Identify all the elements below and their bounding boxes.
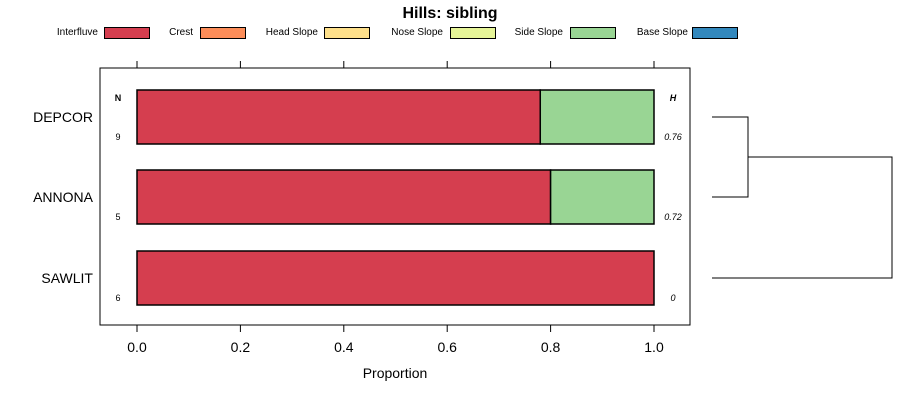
h-value: 0.72	[664, 212, 682, 222]
bar-segment-interfluve	[136, 169, 552, 225]
h-header: H	[670, 93, 677, 103]
legend-item: Head Slope	[0, 26, 900, 42]
legend-swatch	[570, 27, 616, 39]
dendrogram-branch	[712, 116, 749, 198]
legend-swatch	[104, 27, 150, 39]
x-tick-label: 0.8	[541, 339, 561, 355]
x-tick-label: 1.0	[644, 339, 664, 355]
legend-label: Interfluve	[56, 27, 98, 38]
legend-label: Crest	[169, 27, 193, 38]
x-tick-label: 0.0	[127, 339, 147, 355]
row-label: ANNONA	[33, 189, 94, 205]
x-axis: 0.0 0.2 0.4 0.6 0.8 1.0	[127, 325, 664, 355]
legend-item: Nose Slope	[0, 26, 900, 42]
legend-item: Interfluve	[0, 26, 900, 42]
x-axis-label: Proportion	[363, 365, 428, 381]
x-tick-label: 0.2	[231, 339, 251, 355]
legend-label: Nose Slope	[391, 27, 443, 38]
row-label: SAWLIT	[41, 270, 93, 286]
row-label: DEPCOR	[33, 109, 93, 125]
n-value: 5	[115, 212, 120, 222]
legend-label: Head Slope	[265, 27, 318, 38]
dendrogram-branch	[712, 156, 893, 279]
n-value: 9	[115, 132, 120, 142]
legend-swatch	[692, 27, 738, 39]
legend-swatch	[200, 27, 246, 39]
bars	[136, 89, 655, 306]
bar-segment-side-slope	[539, 89, 655, 145]
n-labels: 9 5 6	[115, 132, 120, 303]
legend-label: Side Slope	[514, 27, 563, 38]
legend-swatch	[324, 27, 370, 39]
row-labels: DEPCOR ANNONA SAWLIT	[33, 109, 94, 286]
legend-label: Base Slope	[636, 27, 688, 38]
legend-swatch	[450, 27, 496, 39]
bar-segment-interfluve	[136, 89, 542, 145]
legend-item: Base Slope	[0, 26, 900, 42]
n-value: 6	[115, 293, 120, 303]
h-value: 0	[670, 293, 675, 303]
top-axis-ticks	[136, 61, 655, 68]
legend-item: Crest	[0, 26, 900, 42]
h-value: 0.76	[664, 132, 682, 142]
bar-segment-interfluve	[136, 250, 655, 306]
plot-frame	[99, 67, 691, 326]
x-tick-label: 0.6	[437, 339, 457, 355]
n-header: N	[115, 93, 122, 103]
x-tick-label: 0.4	[334, 339, 354, 355]
dendrogram	[712, 116, 893, 279]
chart-title: Hills: sibling	[402, 5, 498, 22]
bar-segment-side-slope	[549, 169, 655, 225]
legend-item: Side Slope	[0, 26, 900, 42]
h-labels: 0.76 0.72 0	[664, 132, 682, 303]
legend: Interfluve Crest Head Slope Nose Slope Side …	[0, 26, 900, 42]
